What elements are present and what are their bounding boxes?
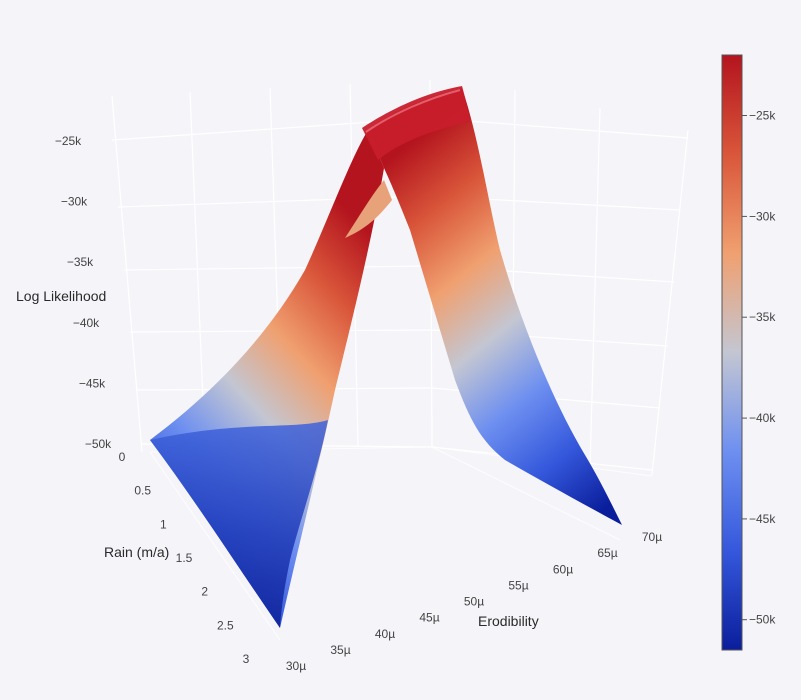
colorbar-tick-label: −45k	[749, 512, 776, 526]
y-tick-label: 1	[160, 517, 167, 531]
z-tick-label: −35k	[67, 255, 94, 269]
surface-crest-highlight	[365, 89, 461, 133]
z-axis-title: Log Likelihood	[16, 288, 106, 304]
y-tick-label: 3	[243, 652, 250, 666]
surface-front-face[interactable]	[150, 420, 328, 628]
colorbar: −50k −45k −40k −35k −30k −25k	[721, 54, 776, 651]
likelihood-surface[interactable]	[150, 86, 622, 628]
y-tick-label: 1.5	[176, 551, 193, 565]
grid-line-floor	[431, 446, 621, 541]
z-tick-label: −45k	[79, 376, 106, 390]
surface-right-slope-face[interactable]	[368, 88, 622, 525]
grid-line-vertical	[651, 129, 689, 476]
x-tick-label: 55µ	[508, 578, 528, 592]
y-tick-label: 0.5	[134, 484, 151, 498]
z-tick-label: −30k	[61, 195, 88, 209]
colorbar-tick-label: −35k	[749, 310, 776, 324]
y-tick-label: 2.5	[217, 618, 234, 632]
x-axis-title: Erodibility	[478, 613, 539, 629]
colorbar-bar	[721, 54, 743, 651]
x-tick-label: 40µ	[375, 627, 395, 641]
colorbar-tick-label: −25k	[749, 109, 776, 123]
surface-peak-crest[interactable]	[362, 86, 470, 160]
colorbar-tick-label: −30k	[749, 209, 776, 223]
x-axis-ticks: 30µ 35µ 40µ 45µ 50µ 55µ 60µ 65µ 70µ	[286, 530, 662, 673]
x-tick-label: 35µ	[330, 643, 350, 657]
grid-line-vertical	[189, 91, 206, 449]
colorbar-tick-label: −40k	[749, 411, 776, 425]
colorbar-ticks: −50k −45k −40k −35k −30k −25k	[742, 109, 776, 627]
x-tick-label: 60µ	[553, 562, 573, 576]
z-axis-ticks: −50k −45k −40k −35k −30k −25k	[55, 134, 112, 451]
y-axis-title: Rain (m/a)	[104, 544, 169, 560]
grid-line-vertical	[111, 95, 143, 453]
grid-line-vertical	[589, 107, 601, 469]
x-tick-label: 65µ	[597, 546, 617, 560]
x-tick-label: 45µ	[419, 611, 439, 625]
y-tick-label: 2	[201, 585, 208, 599]
grid-line-z	[123, 265, 431, 271]
y-axis-ticks: 0 0.5 1 1.5 2 2.5 3	[119, 450, 250, 666]
x-tick-label: 30µ	[286, 659, 306, 673]
grid-line-z-right	[429, 117, 689, 139]
z-tick-label: −25k	[55, 134, 82, 148]
z-tick-label: −40k	[73, 316, 100, 330]
x-tick-label: 70µ	[642, 530, 662, 544]
z-tick-label: −50k	[85, 437, 112, 451]
surface-inner-fold[interactable]	[345, 180, 392, 238]
x-tick-label: 50µ	[464, 595, 484, 609]
grid-line-floor	[149, 451, 281, 641]
colorbar-tick-label: −50k	[749, 613, 776, 627]
y-tick-label: 0	[119, 450, 126, 464]
